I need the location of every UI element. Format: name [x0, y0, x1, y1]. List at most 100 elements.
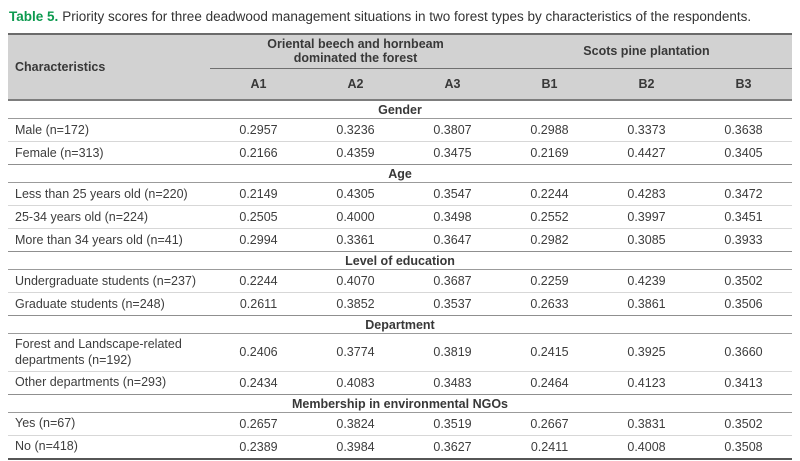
section-gender: Gender Male (n=172) 0.2957 0.3236 0.3807 0.29… — [8, 101, 792, 164]
value-cell-b1: 0.2464 — [530, 375, 569, 390]
row-label: Forest and Landscape-related departments… — [15, 337, 182, 368]
value-cell-a1: 0.2244 — [239, 274, 278, 289]
value-cell-b3: 0.3413 — [724, 375, 763, 390]
value-cell-a2: 0.4359 — [336, 146, 375, 161]
value-cell-b3: 0.3508 — [724, 439, 763, 454]
value-cell-a3: 0.3547 — [433, 187, 472, 202]
value-cell-a1: 0.2406 — [239, 345, 278, 360]
table-row: Undergraduate students (n=237) 0.2244 0.40… — [8, 270, 792, 292]
column-header-a1: A1 — [250, 77, 267, 92]
value-cell-b1: 0.2988 — [530, 123, 569, 138]
column-header-row: A1 A2 A3 B1 B2 B3 — [210, 69, 792, 99]
value-cell-b3: 0.3506 — [724, 297, 763, 312]
value-cell-a3: 0.3819 — [433, 345, 472, 360]
value-cell-a3: 0.3498 — [433, 210, 472, 225]
value-cell-a3: 0.3627 — [433, 439, 472, 454]
section-title: Level of education — [8, 252, 792, 271]
group-header-oriental-beech-label: Oriental beech and hornbeam dominated th… — [267, 36, 444, 66]
value-cell-a3: 0.3647 — [433, 233, 472, 248]
table-row: No (n=418) 0.2389 0.3984 0.3627 0.2411 0.4008… — [8, 434, 792, 458]
value-cell-b2: 0.4427 — [627, 146, 666, 161]
value-cell-a2: 0.3361 — [336, 233, 375, 248]
value-cell-b1: 0.2552 — [530, 210, 569, 225]
value-cell-b1: 0.2415 — [530, 345, 569, 360]
value-cell-b1: 0.2259 — [530, 274, 569, 289]
column-header-b3: B3 — [735, 77, 752, 92]
section-age: Age Less than 25 years old (n=220) 0.2149 0… — [8, 164, 792, 251]
row-label: More than 34 years old (n=41) — [15, 232, 183, 247]
value-cell-b2: 0.3997 — [627, 210, 666, 225]
table-caption: Table 5. Priority scores for three deadwo… — [9, 8, 792, 26]
value-cell-a1: 0.2611 — [239, 297, 278, 312]
value-cell-b2: 0.4008 — [627, 439, 666, 454]
value-cell-a2: 0.3852 — [336, 297, 375, 312]
forest-type-group-row: Oriental beech and hornbeam dominated th… — [210, 35, 792, 70]
value-cell-a2: 0.4000 — [336, 210, 375, 225]
value-cell-a1: 0.2657 — [239, 416, 278, 431]
value-cell-b2: 0.3831 — [627, 416, 666, 431]
table-row: Forest and Landscape-related departments… — [8, 334, 792, 371]
section-department: Department Forest and Landscape-related d… — [8, 315, 792, 394]
column-header-b2: B2 — [638, 77, 655, 92]
value-cell-b2: 0.3085 — [627, 233, 666, 248]
value-cell-a1: 0.2389 — [239, 439, 278, 454]
value-cell-b1: 0.2411 — [530, 439, 569, 454]
value-cell-b2: 0.4123 — [627, 375, 666, 390]
value-cell-b2: 0.3925 — [627, 345, 666, 360]
value-cell-b1: 0.2982 — [530, 233, 569, 248]
column-header-a3: A3 — [444, 77, 461, 92]
value-cell-a1: 0.2957 — [239, 123, 278, 138]
value-cell-b3: 0.3502 — [724, 274, 763, 289]
section-title: Gender — [8, 101, 792, 120]
section-title: Department — [8, 316, 792, 335]
value-cell-b3: 0.3472 — [724, 187, 763, 202]
value-cell-b3: 0.3451 — [724, 210, 763, 225]
row-label: 25-34 years old (n=224) — [15, 209, 149, 224]
value-cell-a1: 0.2434 — [239, 375, 278, 390]
value-cell-a3: 0.3475 — [433, 146, 472, 161]
value-cell-b3: 0.3405 — [724, 146, 763, 161]
value-cell-b1: 0.2667 — [530, 416, 569, 431]
table-header: Characteristics Oriental beech and hornb… — [8, 34, 792, 102]
row-label: Graduate students (n=248) — [15, 296, 165, 311]
value-cell-a1: 0.2166 — [239, 146, 278, 161]
value-cell-b3: 0.3933 — [724, 233, 763, 248]
table-caption-text: Priority scores for three deadwood manag… — [62, 9, 752, 24]
characteristics-column-header: Characteristics — [15, 59, 106, 74]
value-cell-a3: 0.3687 — [433, 274, 472, 289]
row-label: Less than 25 years old (n=220) — [15, 186, 188, 201]
forest-type-headers: Oriental beech and hornbeam dominated th… — [210, 35, 792, 100]
row-label: Male (n=172) — [15, 122, 89, 137]
value-cell-b3: 0.3660 — [724, 345, 763, 360]
value-cell-b2: 0.3373 — [627, 123, 666, 138]
column-header-b1: B1 — [541, 77, 558, 92]
row-label: No (n=418) — [15, 439, 78, 454]
section-title: Membership in environmental NGOs — [8, 395, 792, 413]
value-cell-a3: 0.3519 — [433, 416, 472, 431]
value-cell-b2: 0.4239 — [627, 274, 666, 289]
value-cell-b2: 0.4283 — [627, 187, 666, 202]
table-body: Gender Male (n=172) 0.2957 0.3236 0.3807 0.29… — [8, 101, 792, 458]
value-cell-a2: 0.3984 — [336, 439, 375, 454]
value-cell-a2: 0.3824 — [336, 416, 375, 431]
table-row: More than 34 years old (n=41) 0.2994 0.336… — [8, 228, 792, 251]
section-title: Age — [8, 165, 792, 184]
table-row: Graduate students (n=248) 0.2611 0.3852 0.3… — [8, 292, 792, 315]
table-row: Less than 25 years old (n=220) 0.2149 0.43… — [8, 183, 792, 205]
value-cell-a1: 0.2505 — [239, 210, 278, 225]
table-row: Female (n=313) 0.2166 0.4359 0.3475 0.2169 0.… — [8, 141, 792, 164]
table-row: Male (n=172) 0.2957 0.3236 0.3807 0.2988 0.33… — [8, 119, 792, 141]
table-row: 25-34 years old (n=224) 0.2505 0.4000 0.349… — [8, 205, 792, 228]
group-header-scots-pine-label: Scots pine plantation — [583, 43, 710, 58]
value-cell-a2: 0.3236 — [336, 123, 375, 138]
table-row: Yes (n=67) 0.2657 0.3824 0.3519 0.2667 0.3831… — [8, 413, 792, 435]
priority-scores-table: Characteristics Oriental beech and hornb… — [8, 32, 792, 460]
value-cell-b1: 0.2244 — [530, 187, 569, 202]
value-cell-b1: 0.2633 — [530, 297, 569, 312]
value-cell-b2: 0.3861 — [627, 297, 666, 312]
value-cell-a3: 0.3537 — [433, 297, 472, 312]
section-level-of-education: Level of education Undergraduate students… — [8, 251, 792, 315]
value-cell-a3: 0.3483 — [433, 375, 472, 390]
row-label: Yes (n=67) — [15, 416, 76, 431]
